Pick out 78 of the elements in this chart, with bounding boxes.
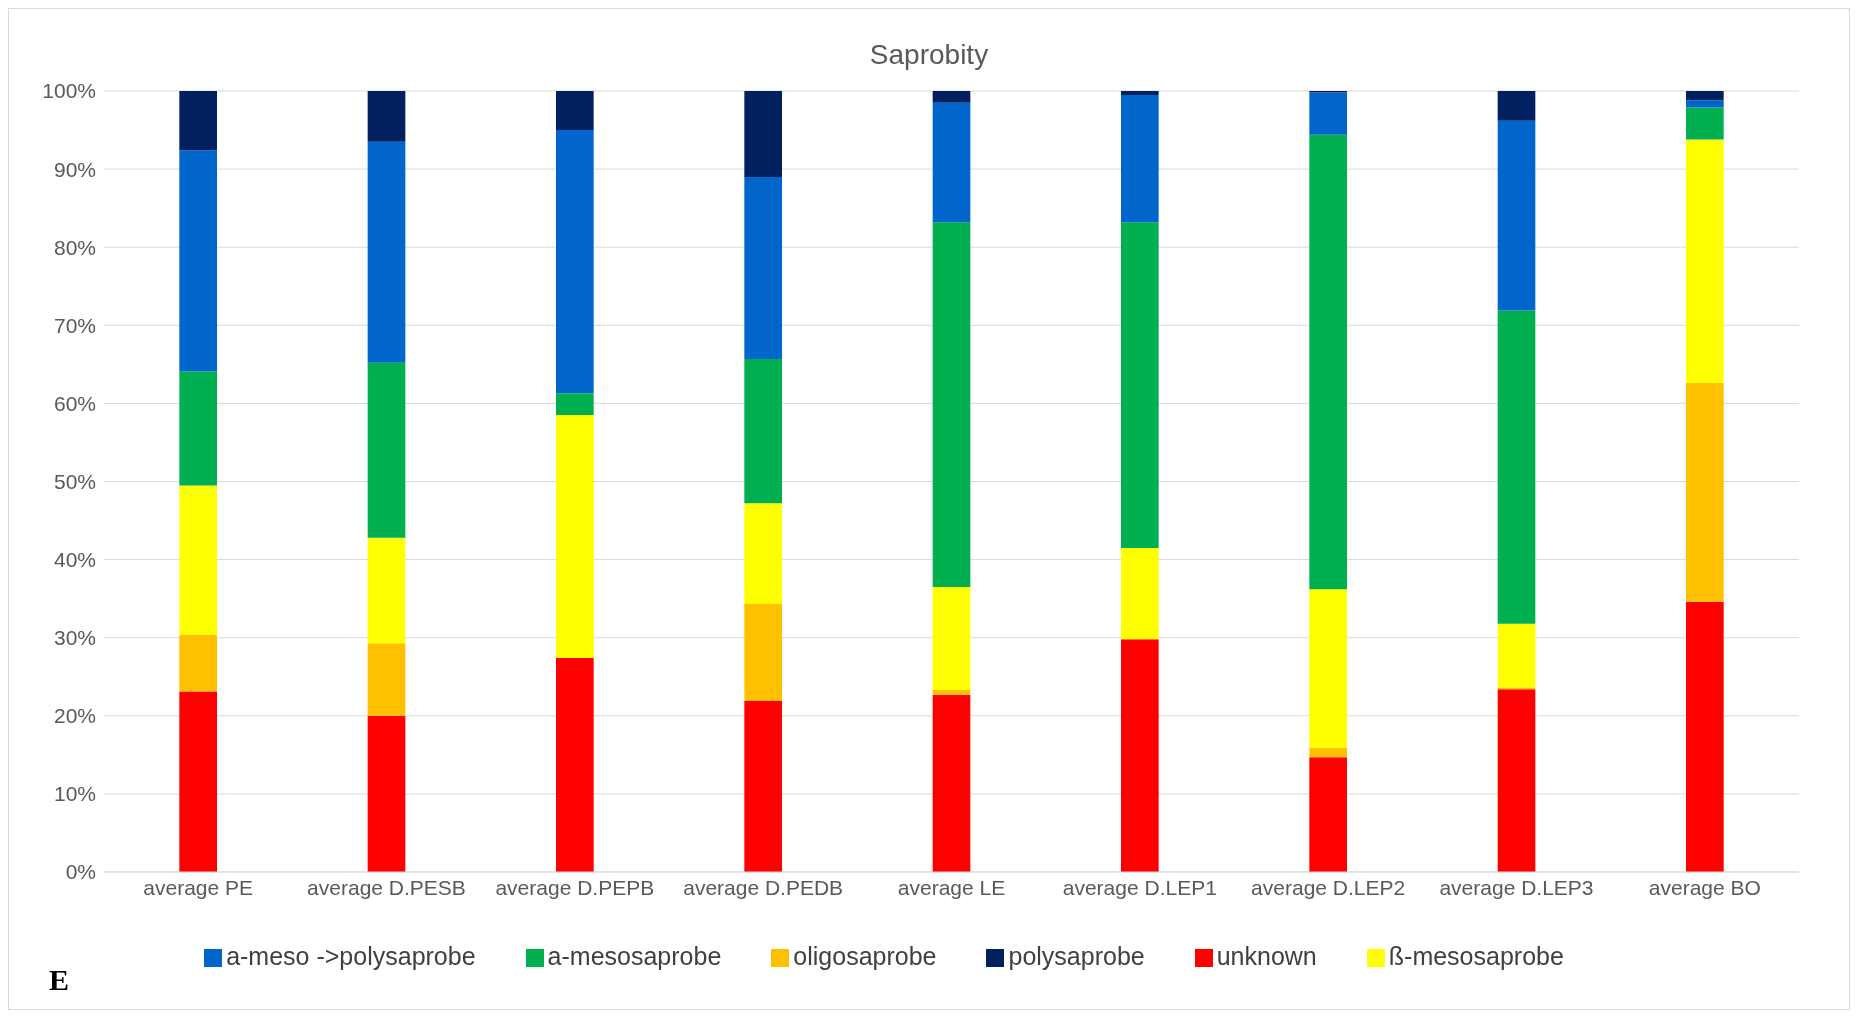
y-tick-label: 50% (53, 469, 96, 493)
x-tick-label: average PE (143, 875, 254, 899)
bar (932, 694, 971, 872)
bar (367, 715, 406, 872)
y-tick-label: 60% (53, 391, 96, 415)
bar (744, 358, 782, 504)
bar (556, 415, 594, 659)
bar (744, 503, 782, 605)
chart-title: Saprobity (868, 38, 990, 71)
y-tick-label: 70% (53, 313, 96, 337)
x-tick-label: average LE (897, 875, 1006, 899)
bar (1309, 747, 1347, 758)
bar (179, 485, 217, 635)
bar (179, 150, 217, 372)
bar (1309, 92, 1347, 135)
y-tick-label: 80% (53, 235, 96, 259)
bar (744, 700, 782, 872)
x-tick-label: average D.PEDB (683, 875, 844, 899)
legend-label: a-meso ->polysaprobe (226, 942, 476, 970)
x-tick-label: average D.LEP1 (1062, 875, 1217, 899)
bar (556, 91, 594, 131)
y-tick-label: 90% (53, 157, 96, 181)
x-tick-label: average D.PEPB (495, 875, 655, 899)
bar (1309, 134, 1347, 590)
y-tick-label: 20% (53, 704, 96, 728)
legend-label: polysaprobe (1008, 942, 1145, 970)
bar (367, 141, 406, 363)
bar (1686, 100, 1724, 108)
bar (1686, 91, 1724, 101)
bar (1497, 623, 1536, 688)
y-tick-label: 100% (42, 79, 96, 103)
bar (1686, 107, 1724, 140)
bar (179, 634, 217, 692)
legend-label: ß-mesosaprobe (1388, 942, 1564, 970)
bar (1686, 139, 1724, 384)
bar (744, 176, 782, 359)
y-tick-label: 0% (65, 860, 96, 884)
x-tick-label: average D.LEP2 (1251, 875, 1406, 899)
text: E (49, 963, 70, 997)
bar (1309, 757, 1347, 872)
bar (932, 102, 971, 223)
bar (1686, 601, 1724, 872)
legend-label: unknown (1216, 942, 1317, 970)
legend-label: a-mesosaprobe (547, 942, 722, 970)
bar (932, 586, 971, 691)
bar (932, 91, 971, 103)
x-tick-label: average D.LEP3 (1439, 875, 1594, 899)
legend-label: oligosaprobe (793, 942, 937, 970)
bar (1121, 94, 1159, 223)
bar (932, 690, 971, 695)
bar (1121, 91, 1159, 95)
y-tick-label: 30% (53, 626, 96, 650)
bar (367, 643, 406, 716)
bar (1497, 91, 1536, 121)
bar (179, 91, 217, 151)
bar (179, 371, 217, 486)
bar (744, 91, 782, 177)
bar (1686, 383, 1724, 602)
bar (556, 393, 594, 416)
bar (179, 691, 217, 872)
x-tick-label: average BO (1648, 875, 1761, 899)
bar (1497, 120, 1536, 311)
bar (1121, 639, 1159, 872)
bar (1497, 310, 1536, 624)
y-tick-label: 10% (53, 782, 96, 806)
bar (744, 604, 782, 701)
bar (932, 222, 971, 587)
bar (556, 130, 594, 394)
bar (1121, 547, 1159, 640)
bar (367, 362, 406, 538)
bar (1497, 689, 1536, 872)
x-tick-label: average D.PESB (307, 875, 466, 899)
bar (1121, 222, 1159, 548)
y-tick-label: 40% (53, 548, 96, 572)
bar (367, 91, 406, 142)
bar (1309, 589, 1347, 748)
bar (367, 537, 406, 644)
bar (556, 658, 594, 872)
